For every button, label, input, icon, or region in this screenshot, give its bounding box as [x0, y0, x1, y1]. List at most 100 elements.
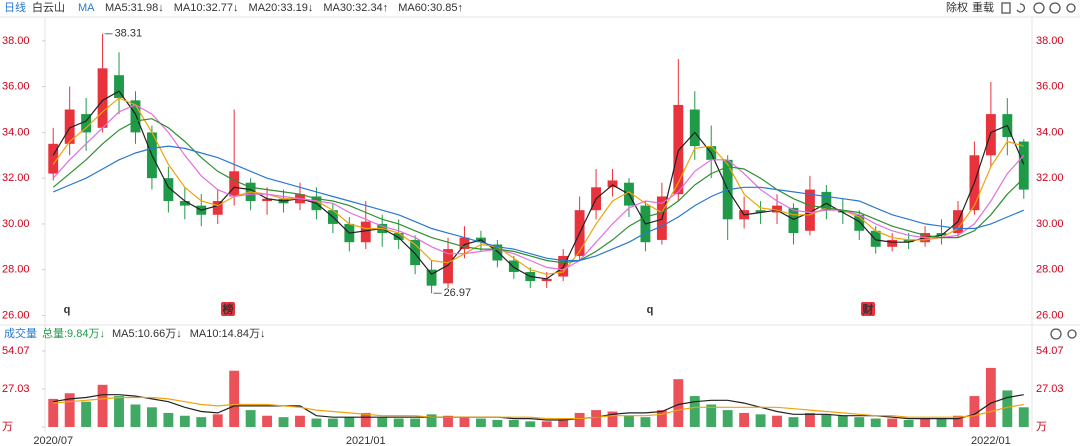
candle-body — [755, 210, 766, 213]
candle-body — [81, 114, 92, 133]
volume-bar — [475, 418, 486, 427]
y-tick-label: 28.00 — [2, 264, 30, 276]
volume-bar — [920, 418, 931, 427]
volume-bar — [130, 404, 141, 427]
icon[interactable] — [1050, 328, 1062, 340]
volume-bar — [410, 418, 421, 427]
volume-bar — [673, 379, 684, 427]
toolbar-item[interactable]: 重载 — [972, 0, 994, 14]
volume-bar — [656, 410, 667, 427]
y-tick-label: 54.07 — [2, 345, 30, 357]
candle-body — [426, 269, 437, 286]
volume-bar — [854, 417, 865, 427]
volume-bar — [936, 418, 947, 427]
volume-bar — [804, 412, 815, 427]
volume-bar — [311, 418, 322, 427]
y-tick-label: 38.00 — [2, 35, 30, 47]
y-tick-label-right: 32.00 — [1036, 172, 1064, 184]
volume-bar — [788, 417, 799, 427]
candle-body — [443, 249, 453, 284]
toolbar-item[interactable]: 除权 — [946, 0, 968, 14]
icon[interactable] — [1001, 2, 1011, 14]
icon[interactable] — [1033, 2, 1045, 14]
candle-body — [48, 143, 59, 174]
volume-bar — [574, 412, 585, 427]
volume-bar — [459, 417, 470, 427]
candle-body — [163, 178, 174, 202]
candle-body — [870, 230, 881, 247]
candle-body — [360, 221, 371, 243]
ma-line — [52, 104, 1025, 271]
legend-entry: MA5:31.98↓ — [105, 2, 164, 14]
volume-bar — [278, 417, 289, 427]
indicator[interactable]: MA — [78, 2, 95, 14]
candle-body — [772, 205, 782, 213]
volume-bar — [772, 415, 782, 427]
candle-body — [1018, 141, 1029, 190]
volume-bar — [887, 418, 898, 427]
volume-title: 成交量 — [4, 326, 37, 340]
candle-body — [459, 237, 470, 250]
candle-body — [854, 214, 865, 231]
y-tick-label-right: 36.00 — [1036, 81, 1064, 93]
volume-bar — [377, 417, 388, 427]
candle-body — [64, 109, 75, 144]
volume-bar — [262, 415, 273, 427]
volume-bar — [689, 396, 700, 427]
icon[interactable] — [1067, 329, 1077, 339]
y-tick-label: 万 — [2, 421, 13, 433]
volume-bar — [48, 398, 59, 427]
y-tick-label-right: 54.07 — [1036, 345, 1064, 357]
low-label: 26.97 — [444, 287, 472, 299]
volume-bar — [722, 410, 733, 427]
legend-entry: MA20:33.19↓ — [249, 2, 314, 14]
candle-body — [887, 239, 898, 247]
x-tick-label: 2022/01 — [971, 435, 1011, 446]
toolbar-icons[interactable] — [1001, 2, 1076, 14]
volume-bar — [1018, 407, 1029, 427]
volume-bar — [739, 412, 750, 427]
candle-body — [262, 198, 273, 202]
candle-body — [821, 191, 832, 211]
candle-body — [229, 171, 240, 197]
ma-line — [52, 118, 1025, 264]
icon[interactable] — [1066, 3, 1076, 13]
period[interactable]: 日线 — [4, 0, 26, 14]
candle-body — [508, 260, 519, 272]
event-marker: 财 — [862, 302, 874, 316]
volume-bar — [640, 417, 651, 427]
event-marker: q — [647, 304, 654, 316]
candle-body — [114, 75, 124, 99]
high-label: 38.31 — [115, 28, 143, 40]
volume-bar — [1002, 390, 1013, 427]
y-tick-label-right: 26.00 — [1036, 309, 1064, 321]
volume-bar — [541, 421, 552, 427]
candle-body — [804, 189, 815, 231]
candle-body — [393, 233, 404, 240]
y-tick-label-right: 万 — [1036, 421, 1047, 433]
volume-bar — [426, 414, 437, 427]
volume-bar — [558, 418, 569, 427]
volume-ma-line — [53, 394, 1024, 421]
volume-bar — [64, 393, 75, 427]
volume-bar — [443, 415, 453, 427]
x-tick-label: 2021/01 — [346, 435, 386, 446]
event-marker: 榜 — [223, 302, 234, 316]
volume-bar — [179, 415, 190, 427]
volume-bar — [508, 419, 519, 427]
y-tick-label-right: 27.03 — [1036, 383, 1064, 395]
volume-icons[interactable] — [1050, 328, 1077, 340]
volume-bar — [953, 415, 963, 427]
legend-entry: MA10:14.84万↓ — [190, 328, 266, 340]
event-box — [221, 302, 235, 316]
icon[interactable] — [1049, 2, 1061, 14]
candle-body — [985, 114, 996, 156]
ma-line — [52, 90, 1025, 280]
stock-name: 白云山 — [32, 0, 65, 14]
candle-body — [607, 180, 618, 188]
volume-bar — [360, 412, 371, 427]
icon[interactable] — [1016, 3, 1026, 13]
event-box — [861, 302, 875, 316]
volume-bar — [393, 418, 404, 427]
